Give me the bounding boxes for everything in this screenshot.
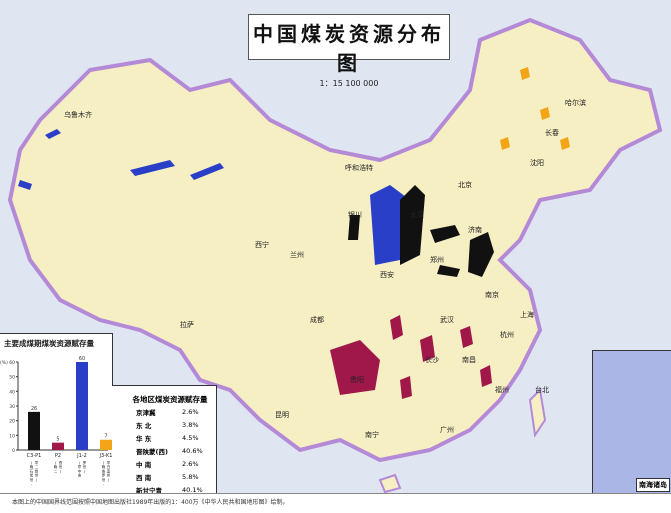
region-value: 4.5%	[182, 433, 199, 442]
x-category-sublabel: (晚二叠世)	[54, 460, 63, 473]
coal-deposits-c3p1	[348, 185, 494, 277]
chart-title: 主要成煤期煤炭资源赋存量	[4, 339, 94, 348]
coal-period-chart: 主要成煤期煤炭资源赋存量 0 10 20 30 40 50 (%) 60 26 C3-P1 (晚石…	[0, 333, 113, 495]
city-label: 成都	[310, 316, 324, 324]
city-label: 贵阳	[350, 376, 364, 384]
footer-note: 本图上的中国国界线范围按照中国地图出版社1989年出版的1：400万《中华人民共…	[0, 493, 671, 513]
china-landmass	[7, 17, 663, 463]
bar-C3-P1	[28, 411, 40, 450]
hainan-island	[378, 473, 402, 494]
y-tick-label: 40	[9, 389, 15, 395]
bar-J3-K1	[100, 439, 112, 450]
city-label: 长沙	[425, 356, 439, 364]
city-label: 长春	[545, 129, 559, 137]
map-title-box: 中国煤炭资源分布图 1：15 100 000	[248, 14, 450, 88]
x-category-label: C3-P1	[27, 453, 42, 459]
region-name: 西 南	[136, 473, 152, 482]
city-label: 沈阳	[530, 159, 544, 167]
city-label: 呼和浩特	[345, 164, 373, 172]
south-china-sea-inset: 南海诸岛	[592, 350, 671, 495]
bar-P2	[52, 442, 64, 450]
x-category-label: J3-K1	[99, 453, 112, 459]
region-value: 40.1%	[182, 485, 203, 494]
bar-value-label: 60	[79, 356, 85, 362]
x-category-label: P2	[55, 453, 61, 459]
region-reserves-table: 各地区煤炭资源赋存量 京津冀 2.6% 东 北 3.8% 华 东 4.5% 晋陕蒙(西) 40…	[112, 385, 217, 495]
city-label: 南宁	[365, 431, 379, 439]
city-label: 太原	[410, 211, 424, 219]
city-label: 西宁	[255, 241, 269, 249]
x-category-sublabel: (早中侏罗世)	[78, 461, 87, 478]
table-row: 京津冀 2.6%	[112, 405, 216, 418]
coal-deposits-j3k1	[500, 67, 570, 150]
map-scale: 1：15 100 000	[319, 79, 379, 88]
region-name: 京津冀	[136, 408, 156, 417]
city-label: 北京	[458, 181, 472, 189]
y-tick-label: 10	[9, 433, 15, 439]
x-category-sublabel: (晚侏罗世-早白垩世)	[102, 460, 111, 486]
taiwan-island	[528, 387, 547, 438]
table-row: 晋陕蒙(西) 40.6%	[112, 444, 216, 457]
table-row: 华 东 4.5%	[112, 431, 216, 444]
map-title: 中国煤炭资源分布图	[253, 22, 445, 75]
region-name: 东 北	[136, 421, 152, 430]
coal-deposits-p2	[330, 315, 492, 399]
table-title: 各地区煤炭资源赋存量	[132, 395, 208, 404]
region-name: 新甘宁青	[136, 486, 162, 495]
y-tick-label: 30	[9, 404, 15, 410]
table-row: 东 北 3.8%	[112, 418, 216, 431]
table-row: 西 南 5.8%	[112, 470, 216, 483]
city-label: 武汉	[440, 316, 454, 324]
city-label: 济南	[468, 226, 482, 234]
city-label: 银川	[348, 211, 362, 219]
x-category-sublabel: (晚石炭世-早二叠世)	[30, 460, 39, 486]
city-label: 兰州	[290, 251, 304, 259]
y-tick-label: 20	[9, 419, 15, 425]
city-label: 南昌	[462, 356, 476, 364]
region-value: 2.6%	[182, 407, 199, 416]
inset-label: 南海诸岛	[636, 478, 670, 492]
city-label: 台北	[535, 386, 549, 394]
y-tick-label: 0	[12, 448, 15, 454]
city-label: 南京	[485, 291, 499, 299]
city-label: 杭州	[500, 331, 514, 339]
city-label: 拉萨	[180, 321, 194, 329]
city-label: 哈尔滨	[565, 99, 586, 107]
city-label: 乌鲁木齐	[64, 111, 92, 119]
bar-value-label: 26	[31, 406, 37, 412]
region-value: 2.6%	[182, 459, 199, 468]
city-label: 福州	[495, 386, 509, 394]
table-row: 新甘宁青 40.1%	[112, 483, 216, 496]
bar-J1-2	[76, 362, 88, 450]
city-label: 上海	[520, 311, 534, 319]
region-value: 5.8%	[182, 472, 199, 481]
bar-value-label: 7	[104, 434, 107, 440]
bar-value-label: 5	[56, 437, 59, 443]
city-label: 昆明	[275, 411, 289, 419]
city-label: 广州	[440, 426, 454, 434]
region-name: 华 东	[136, 434, 152, 443]
region-value: 3.8%	[182, 420, 199, 429]
region-name: 中 南	[136, 460, 152, 469]
x-category-label: J1-2	[76, 453, 87, 459]
region-value: 40.6%	[182, 446, 203, 455]
city-label: 郑州	[430, 256, 444, 264]
table-row: 中 南 2.6%	[112, 457, 216, 470]
region-name: 晋陕蒙(西)	[136, 447, 168, 456]
city-label: 西安	[380, 271, 394, 279]
y-tick-label: 50	[9, 375, 15, 381]
y-tick-label: (%) 60	[0, 360, 15, 366]
